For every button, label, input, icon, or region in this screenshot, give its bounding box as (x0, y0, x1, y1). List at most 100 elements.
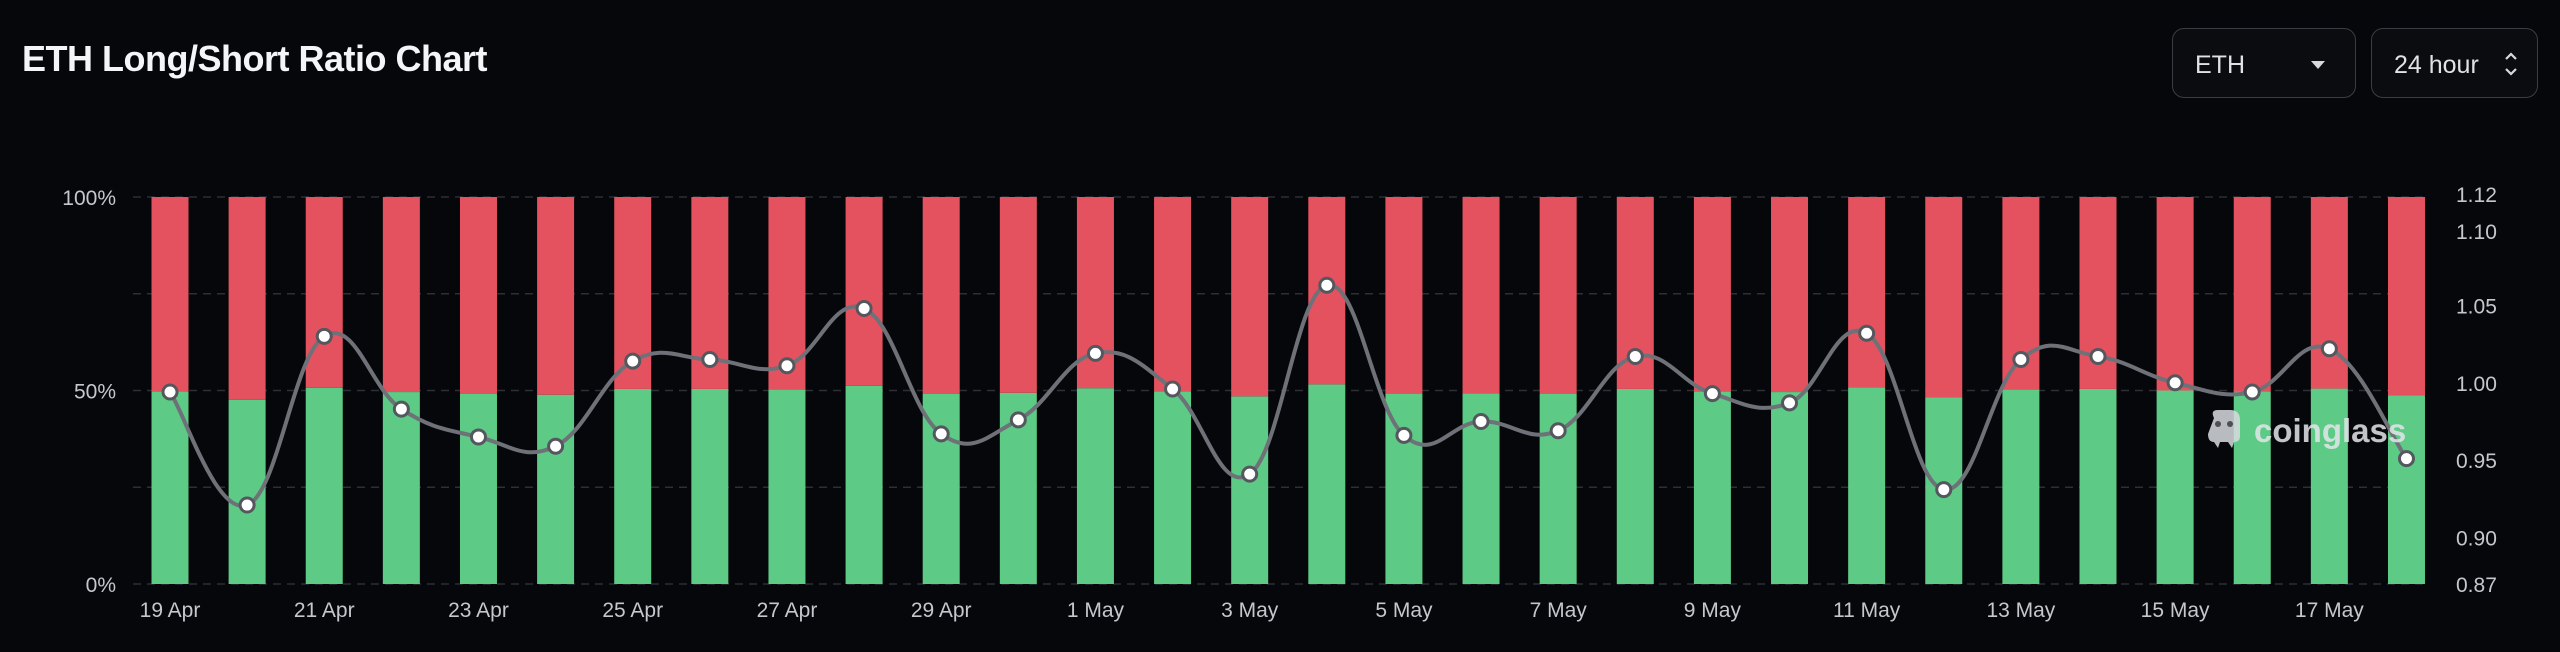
short-bar (2156, 197, 2194, 391)
short-bar (2387, 197, 2425, 396)
y-right-tick-label: 0.90 (2456, 528, 2497, 551)
long-bar (1616, 388, 1654, 584)
ratio-point[interactable] (2320, 340, 2338, 358)
long-bar (1154, 391, 1192, 584)
ratio-point[interactable] (624, 352, 642, 370)
ratio-point[interactable] (161, 383, 179, 401)
x-tick-label: 23 Apr (448, 599, 509, 622)
ratio-point[interactable] (1549, 422, 1567, 440)
ratio-point[interactable] (855, 299, 873, 317)
x-tick-label: 21 Apr (294, 599, 355, 622)
short-bar (1693, 197, 1731, 392)
y-left-tick-label: 0% (86, 574, 116, 597)
ratio-point[interactable] (1703, 385, 1721, 403)
ratio-point[interactable] (1626, 347, 1644, 365)
short-bar (1771, 197, 1809, 393)
long-bar (845, 385, 883, 584)
long-bar (768, 389, 806, 584)
ratio-point[interactable] (2166, 374, 2184, 392)
interval-select[interactable]: 24 hour (2371, 28, 2538, 98)
ratio-point[interactable] (1935, 481, 1953, 499)
short-bar (1848, 197, 1886, 388)
short-bar (305, 197, 343, 388)
long-bar (2387, 395, 2425, 584)
x-tick-label: 9 May (1684, 599, 1742, 622)
short-bar (1154, 197, 1192, 392)
short-bar (1539, 197, 1577, 394)
short-bar (1462, 197, 1500, 394)
axes: 0% 50% 100% 0.87 0.90 0.95 1.00 1.05 1.10 1.12 19 … (62, 184, 2497, 622)
ratio-point[interactable] (1858, 324, 1876, 342)
ratio-point[interactable] (238, 496, 256, 514)
ratio-point[interactable] (1009, 411, 1027, 429)
ratio-point[interactable] (1086, 344, 1104, 362)
ratio-point[interactable] (392, 400, 410, 418)
watermark: coinglass (2208, 410, 2406, 449)
up-down-chevron-icon (2505, 52, 2517, 76)
x-tick-label: 25 Apr (602, 599, 663, 622)
short-bar (1385, 197, 1423, 394)
ratio-point[interactable] (1781, 394, 1799, 412)
ratio-point[interactable] (1164, 380, 1182, 398)
long-bar (1076, 388, 1114, 584)
ratio-point[interactable] (932, 425, 950, 443)
ratio-point[interactable] (1241, 465, 1259, 483)
y-right-tick-label: 1.10 (2456, 221, 2497, 244)
short-bar (228, 197, 266, 400)
ratio-point[interactable] (2397, 450, 2415, 468)
short-bar (922, 197, 960, 394)
ratio-point[interactable] (315, 327, 333, 345)
long-bar (691, 388, 729, 584)
x-tick-label: 17 May (2295, 599, 2364, 622)
short-bar (151, 197, 189, 392)
x-tick-label: 11 May (1833, 599, 1901, 622)
x-tick-label: 1 May (1067, 599, 1125, 622)
x-tick-label: 3 May (1221, 599, 1279, 622)
long-bar (459, 393, 497, 584)
y-right-tick-label: 1.00 (2456, 373, 2497, 396)
grid-lines (133, 196, 2426, 585)
long-bar (1693, 391, 1731, 584)
ratio-line-path (168, 283, 2409, 508)
y-left-tick-label: 100% (62, 187, 116, 210)
ratio-point[interactable] (701, 351, 719, 369)
bars (151, 197, 2425, 584)
long-bar (2156, 390, 2194, 584)
watermark-text: coinglass (2254, 412, 2406, 449)
short-bar (1231, 197, 1269, 397)
ratio-point[interactable] (2012, 351, 2030, 369)
short-bar (537, 197, 575, 395)
ratio-point[interactable] (1472, 412, 1490, 430)
ratio-point[interactable] (469, 428, 487, 446)
x-tick-label: 5 May (1375, 599, 1433, 622)
x-tick-label: 29 Apr (911, 599, 972, 622)
long-bar (151, 391, 189, 584)
short-bar (999, 197, 1037, 393)
long-bar (2002, 389, 2040, 584)
long-bar (2079, 388, 2117, 584)
y-right-tick-label: 1.12 (2456, 184, 2497, 207)
y-right-tick-label: 1.05 (2456, 295, 2497, 318)
interval-select-value: 24 hour (2394, 51, 2479, 79)
x-tick-label: 7 May (1530, 599, 1588, 622)
x-tick-label: 15 May (2141, 599, 2210, 622)
chevron-down-icon (2311, 61, 2325, 69)
long-bar (2310, 388, 2348, 584)
y-left-tick-label: 50% (74, 381, 116, 404)
coin-select[interactable]: ETH (2172, 28, 2356, 98)
short-bar (459, 197, 497, 394)
ratio-point[interactable] (1395, 426, 1413, 444)
x-tick-label: 19 Apr (140, 599, 201, 622)
long-bar (537, 394, 575, 584)
short-bar (382, 197, 420, 393)
ratio-point[interactable] (1318, 276, 1336, 294)
long-bar (1848, 387, 1886, 584)
coinglass-logo-icon (2208, 410, 2240, 448)
ratio-point[interactable] (2243, 383, 2261, 401)
ratio-point[interactable] (778, 357, 796, 375)
y-right-tick-label: 0.87 (2456, 574, 2497, 597)
long-bar (305, 387, 343, 584)
ratio-point[interactable] (547, 437, 565, 455)
ratio-point[interactable] (2089, 347, 2107, 365)
long-bar (382, 392, 420, 584)
